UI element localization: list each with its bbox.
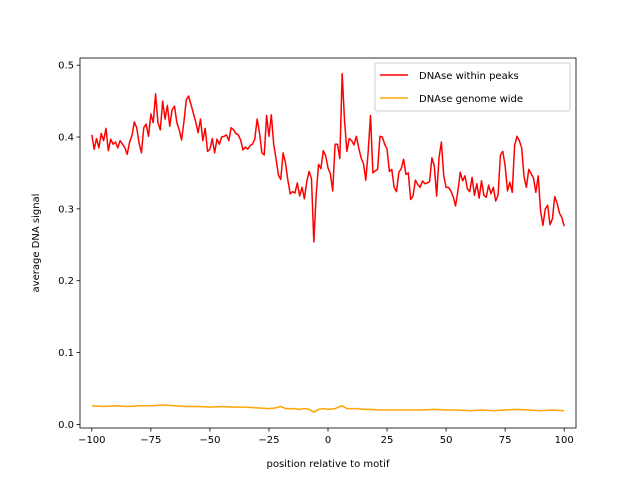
- x-tick-label: 100: [555, 435, 574, 446]
- x-tick-label: −75: [140, 435, 161, 446]
- axes-background: [80, 58, 576, 428]
- x-tick-label: 75: [499, 435, 512, 446]
- legend: DNAse within peaks DNAse genome wide: [374, 62, 571, 112]
- x-tick-label: −50: [199, 435, 220, 446]
- y-tick-label: 0.4: [58, 133, 74, 144]
- y-axis: 0.0 0.1 0.2 0.3 0.4 0.5: [58, 61, 80, 431]
- legend-label-dnase-within-peaks: DNAse within peaks: [419, 71, 519, 82]
- x-tick-label: 25: [381, 435, 394, 446]
- x-tick-label: 50: [440, 435, 453, 446]
- x-tick-label: 0: [325, 435, 331, 446]
- x-tick-label: −25: [258, 435, 279, 446]
- series-line-0: [91, 73, 565, 243]
- series-layer: [91, 73, 565, 413]
- x-axis: −100 −75 −50 −25 0 25 50 75 100: [78, 428, 574, 446]
- plot-area: [79, 57, 577, 429]
- legend-label-dnase-genome-wide: DNAse genome wide: [419, 94, 523, 105]
- x-tick-label: −100: [78, 435, 105, 446]
- x-axis-label: position relative to motif: [267, 459, 390, 470]
- y-tick-label: 0.5: [58, 61, 74, 72]
- legend-frame: [374, 62, 571, 112]
- y-axis-label: average DNA signal: [31, 194, 42, 293]
- y-tick-label: 0.0: [58, 420, 74, 431]
- y-tick-label: 0.1: [58, 348, 74, 359]
- series-line-1: [91, 404, 565, 413]
- y-tick-label: 0.2: [58, 276, 74, 287]
- y-tick-label: 0.3: [58, 204, 74, 215]
